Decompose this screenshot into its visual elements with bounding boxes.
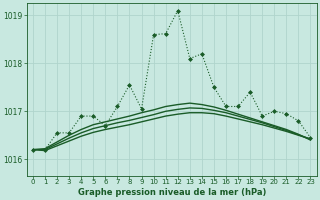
X-axis label: Graphe pression niveau de la mer (hPa): Graphe pression niveau de la mer (hPa): [77, 188, 266, 197]
